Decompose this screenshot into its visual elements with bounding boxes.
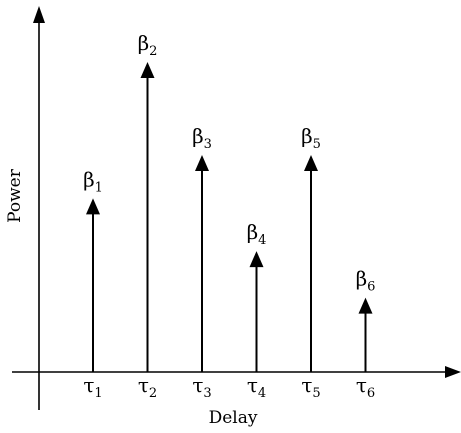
tap-6-power-label-subscript: 6 [367, 280, 375, 295]
tap-6-delay-label-subscript: 6 [367, 386, 375, 401]
x-axis-arrowhead [445, 366, 461, 378]
tap-4-delay-label: τ4 [247, 373, 266, 401]
tap-4-power-label-symbol: β [247, 220, 259, 244]
tap-1-delay-label: τ1 [83, 373, 102, 401]
tap-1-arrowhead [86, 198, 100, 215]
tap-2-power-label-symbol: β [138, 31, 150, 55]
tap-4-power-label: β4 [247, 220, 267, 248]
tap-1-power-label-subscript: 1 [95, 180, 103, 195]
tap-1-power-label: β1 [83, 167, 103, 195]
tap-1-power-label-symbol: β [83, 167, 95, 191]
tap-6-power-label-symbol: β [356, 267, 368, 291]
tap-3-arrowhead [195, 155, 209, 171]
tap-3-delay-label: τ3 [192, 373, 211, 401]
tap-3-power-label-subscript: 3 [204, 137, 212, 152]
tap-3-power-label: β3 [192, 124, 212, 152]
tap-5-delay-label-subscript: 5 [312, 386, 320, 401]
tap-2-delay-label-symbol: τ [138, 373, 149, 397]
tap-3-power-label-symbol: β [192, 124, 204, 148]
tap-6-delay-label-symbol: τ [356, 373, 367, 397]
tap-6-power-label: β6 [356, 267, 376, 295]
tap-6-delay-label: τ6 [356, 373, 375, 401]
tap-4-delay-label-symbol: τ [247, 373, 258, 397]
tap-3-delay-label-subscript: 3 [203, 386, 211, 401]
tap-2-power-label: β2 [138, 31, 158, 59]
x-axis-label: Delay [209, 408, 258, 428]
y-axis-arrowhead [33, 6, 45, 23]
tap-6-arrowhead [358, 297, 373, 314]
tap-5-power-label-subscript: 5 [313, 137, 321, 152]
tap-2-power-label-subscript: 2 [149, 44, 157, 59]
tap-5-power-label: β5 [301, 124, 321, 152]
tap-1-delay-label-symbol: τ [83, 373, 94, 397]
tap-4-power-label-subscript: 4 [258, 233, 266, 248]
tap-5-power-label-symbol: β [301, 124, 313, 148]
tap-3-delay-label-symbol: τ [192, 373, 203, 397]
tap-5-arrowhead [304, 155, 318, 171]
tap-5-delay-label-symbol: τ [301, 373, 312, 397]
y-axis-label: Power [5, 168, 25, 223]
tap-5-delay-label: τ5 [301, 373, 320, 401]
tap-2-delay-label: τ2 [138, 373, 157, 401]
tap-2-arrowhead [140, 62, 155, 78]
tap-4-arrowhead [249, 251, 264, 268]
tap-4-delay-label-subscript: 4 [258, 386, 266, 401]
tap-2-delay-label-subscript: 2 [149, 386, 157, 401]
tap-1-delay-label-subscript: 1 [94, 386, 102, 401]
